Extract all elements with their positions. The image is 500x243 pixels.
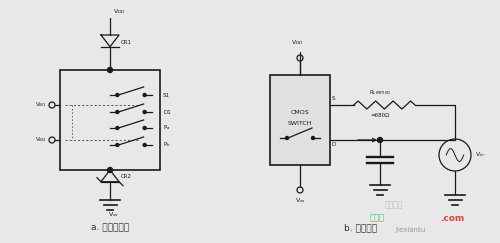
Text: V$_{IN1}$: V$_{IN1}$ (35, 101, 47, 109)
Text: SWITCH: SWITCH (288, 121, 312, 125)
Text: P$_a$: P$_a$ (163, 123, 170, 132)
Text: V$_{DD}$: V$_{DD}$ (113, 7, 126, 16)
Circle shape (116, 144, 119, 147)
Circle shape (108, 68, 112, 72)
Text: V$_{in}$: V$_{in}$ (475, 151, 485, 159)
Text: .com: .com (440, 214, 464, 223)
Circle shape (116, 111, 119, 113)
Text: b. 限流保护: b. 限流保护 (344, 224, 376, 233)
Text: D: D (332, 142, 336, 147)
Bar (270, 75, 330, 165)
Circle shape (378, 138, 382, 142)
Text: CR2: CR2 (121, 174, 132, 179)
Text: V$_{IN2}$: V$_{IN2}$ (35, 136, 47, 144)
Text: R$_{LIMITING}$: R$_{LIMITING}$ (368, 88, 392, 97)
Text: jiexiantu: jiexiantu (395, 227, 425, 233)
Circle shape (116, 127, 119, 130)
Text: V$_{ss}$: V$_{ss}$ (294, 196, 306, 205)
Circle shape (143, 111, 146, 113)
Text: 中国电网: 中国电网 (385, 200, 404, 209)
Circle shape (116, 94, 119, 96)
Text: CR1: CR1 (121, 40, 132, 44)
Text: D1: D1 (163, 110, 171, 114)
Text: CMOS: CMOS (290, 110, 310, 114)
Text: S: S (332, 96, 336, 101)
Circle shape (143, 127, 146, 130)
Circle shape (143, 94, 146, 96)
Text: 接线图: 接线图 (370, 214, 385, 223)
Circle shape (108, 167, 112, 173)
Text: S1: S1 (163, 93, 170, 97)
Circle shape (286, 137, 288, 139)
Circle shape (143, 144, 146, 147)
Text: P$_b$: P$_b$ (163, 140, 170, 149)
Text: ≈680Ω: ≈680Ω (370, 113, 390, 118)
Circle shape (312, 137, 314, 139)
Bar (60, 70, 160, 170)
Text: V$_{DD}$: V$_{DD}$ (290, 38, 304, 47)
Text: a. 二极管保护: a. 二极管保护 (91, 224, 129, 233)
Text: V$_{ss}$: V$_{ss}$ (108, 210, 118, 219)
